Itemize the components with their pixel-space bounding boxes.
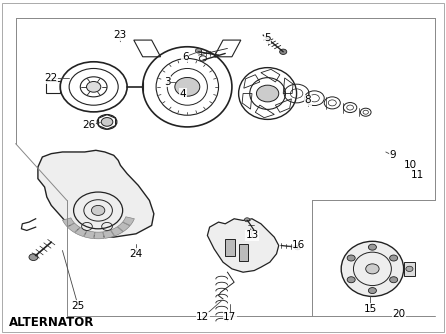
- Polygon shape: [84, 230, 95, 238]
- Polygon shape: [62, 218, 74, 227]
- Circle shape: [390, 255, 398, 261]
- Circle shape: [390, 277, 398, 283]
- Circle shape: [406, 266, 413, 272]
- Circle shape: [347, 277, 355, 283]
- Circle shape: [101, 118, 113, 126]
- Circle shape: [368, 288, 376, 294]
- Text: 9: 9: [389, 150, 396, 160]
- Text: 6: 6: [182, 52, 188, 62]
- Text: 4: 4: [180, 89, 186, 99]
- Circle shape: [294, 245, 301, 250]
- Text: 8: 8: [305, 95, 311, 105]
- Circle shape: [347, 255, 355, 261]
- Ellipse shape: [341, 241, 404, 297]
- Polygon shape: [38, 150, 154, 237]
- Text: 22: 22: [45, 73, 58, 84]
- Circle shape: [366, 264, 379, 274]
- Text: 13: 13: [245, 230, 259, 240]
- Text: 17: 17: [223, 312, 236, 322]
- Text: 23: 23: [113, 30, 126, 40]
- Bar: [46, 81, 60, 93]
- Polygon shape: [207, 219, 279, 272]
- Polygon shape: [117, 222, 130, 231]
- Polygon shape: [94, 232, 104, 239]
- Circle shape: [195, 48, 202, 53]
- Circle shape: [368, 244, 376, 250]
- Text: 20: 20: [392, 309, 406, 319]
- Text: 26: 26: [83, 120, 96, 130]
- Text: 12: 12: [196, 312, 210, 322]
- Text: 10: 10: [404, 160, 417, 170]
- Text: 3: 3: [164, 77, 170, 87]
- Circle shape: [244, 218, 250, 222]
- Text: 16: 16: [292, 240, 306, 250]
- Polygon shape: [75, 227, 87, 236]
- Polygon shape: [123, 217, 134, 225]
- Text: 5: 5: [264, 33, 271, 43]
- Text: 11: 11: [410, 170, 424, 180]
- Circle shape: [91, 205, 105, 215]
- Polygon shape: [67, 223, 80, 232]
- Text: 25: 25: [71, 301, 85, 311]
- Text: ALTERNATOR: ALTERNATOR: [9, 316, 94, 329]
- Circle shape: [29, 254, 38, 261]
- Circle shape: [175, 77, 200, 96]
- Circle shape: [256, 85, 279, 102]
- Circle shape: [280, 49, 287, 54]
- Text: 24: 24: [129, 249, 143, 259]
- Polygon shape: [111, 227, 123, 236]
- Bar: [225, 239, 235, 256]
- Bar: [404, 262, 415, 276]
- Bar: [239, 244, 248, 261]
- Text: 15: 15: [363, 304, 377, 314]
- Polygon shape: [103, 230, 114, 238]
- Circle shape: [87, 81, 101, 92]
